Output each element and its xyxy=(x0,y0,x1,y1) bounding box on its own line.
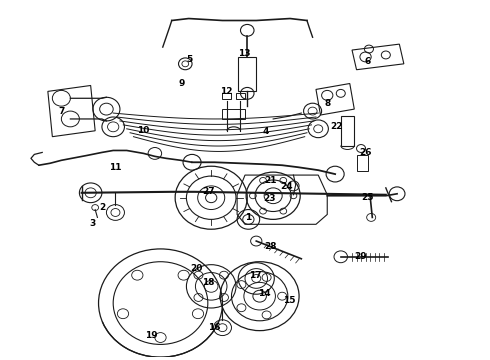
Text: 1: 1 xyxy=(245,213,251,222)
Text: 29: 29 xyxy=(355,252,368,261)
Text: 16: 16 xyxy=(208,323,221,332)
Text: 3: 3 xyxy=(90,219,96,228)
Bar xyxy=(222,93,231,99)
Text: 5: 5 xyxy=(187,55,193,64)
Text: 18: 18 xyxy=(201,278,214,287)
Text: 2: 2 xyxy=(99,203,105,212)
Text: 9: 9 xyxy=(179,79,185,88)
Text: 24: 24 xyxy=(280,183,293,192)
Bar xyxy=(357,156,368,171)
Text: 21: 21 xyxy=(265,176,277,185)
Text: 6: 6 xyxy=(365,57,371,66)
Text: 19: 19 xyxy=(145,331,158,340)
Text: 22: 22 xyxy=(330,122,343,131)
Text: 4: 4 xyxy=(262,127,269,136)
Text: 12: 12 xyxy=(220,87,232,96)
Text: 20: 20 xyxy=(191,264,203,273)
Bar xyxy=(341,116,354,145)
Text: 10: 10 xyxy=(137,126,150,135)
Bar xyxy=(236,93,245,99)
Text: 28: 28 xyxy=(265,242,277,251)
Text: 23: 23 xyxy=(264,194,276,203)
Text: 27: 27 xyxy=(203,187,215,196)
Text: 14: 14 xyxy=(258,289,270,298)
Text: 26: 26 xyxy=(359,148,372,157)
Text: 15: 15 xyxy=(283,296,295,305)
Text: 25: 25 xyxy=(362,193,374,202)
Text: 8: 8 xyxy=(324,99,330,108)
Text: 13: 13 xyxy=(238,49,250,58)
Text: 11: 11 xyxy=(109,163,122,172)
Text: 17: 17 xyxy=(249,271,262,280)
Bar xyxy=(238,57,256,91)
Text: 7: 7 xyxy=(58,107,65,116)
Bar xyxy=(222,109,245,119)
